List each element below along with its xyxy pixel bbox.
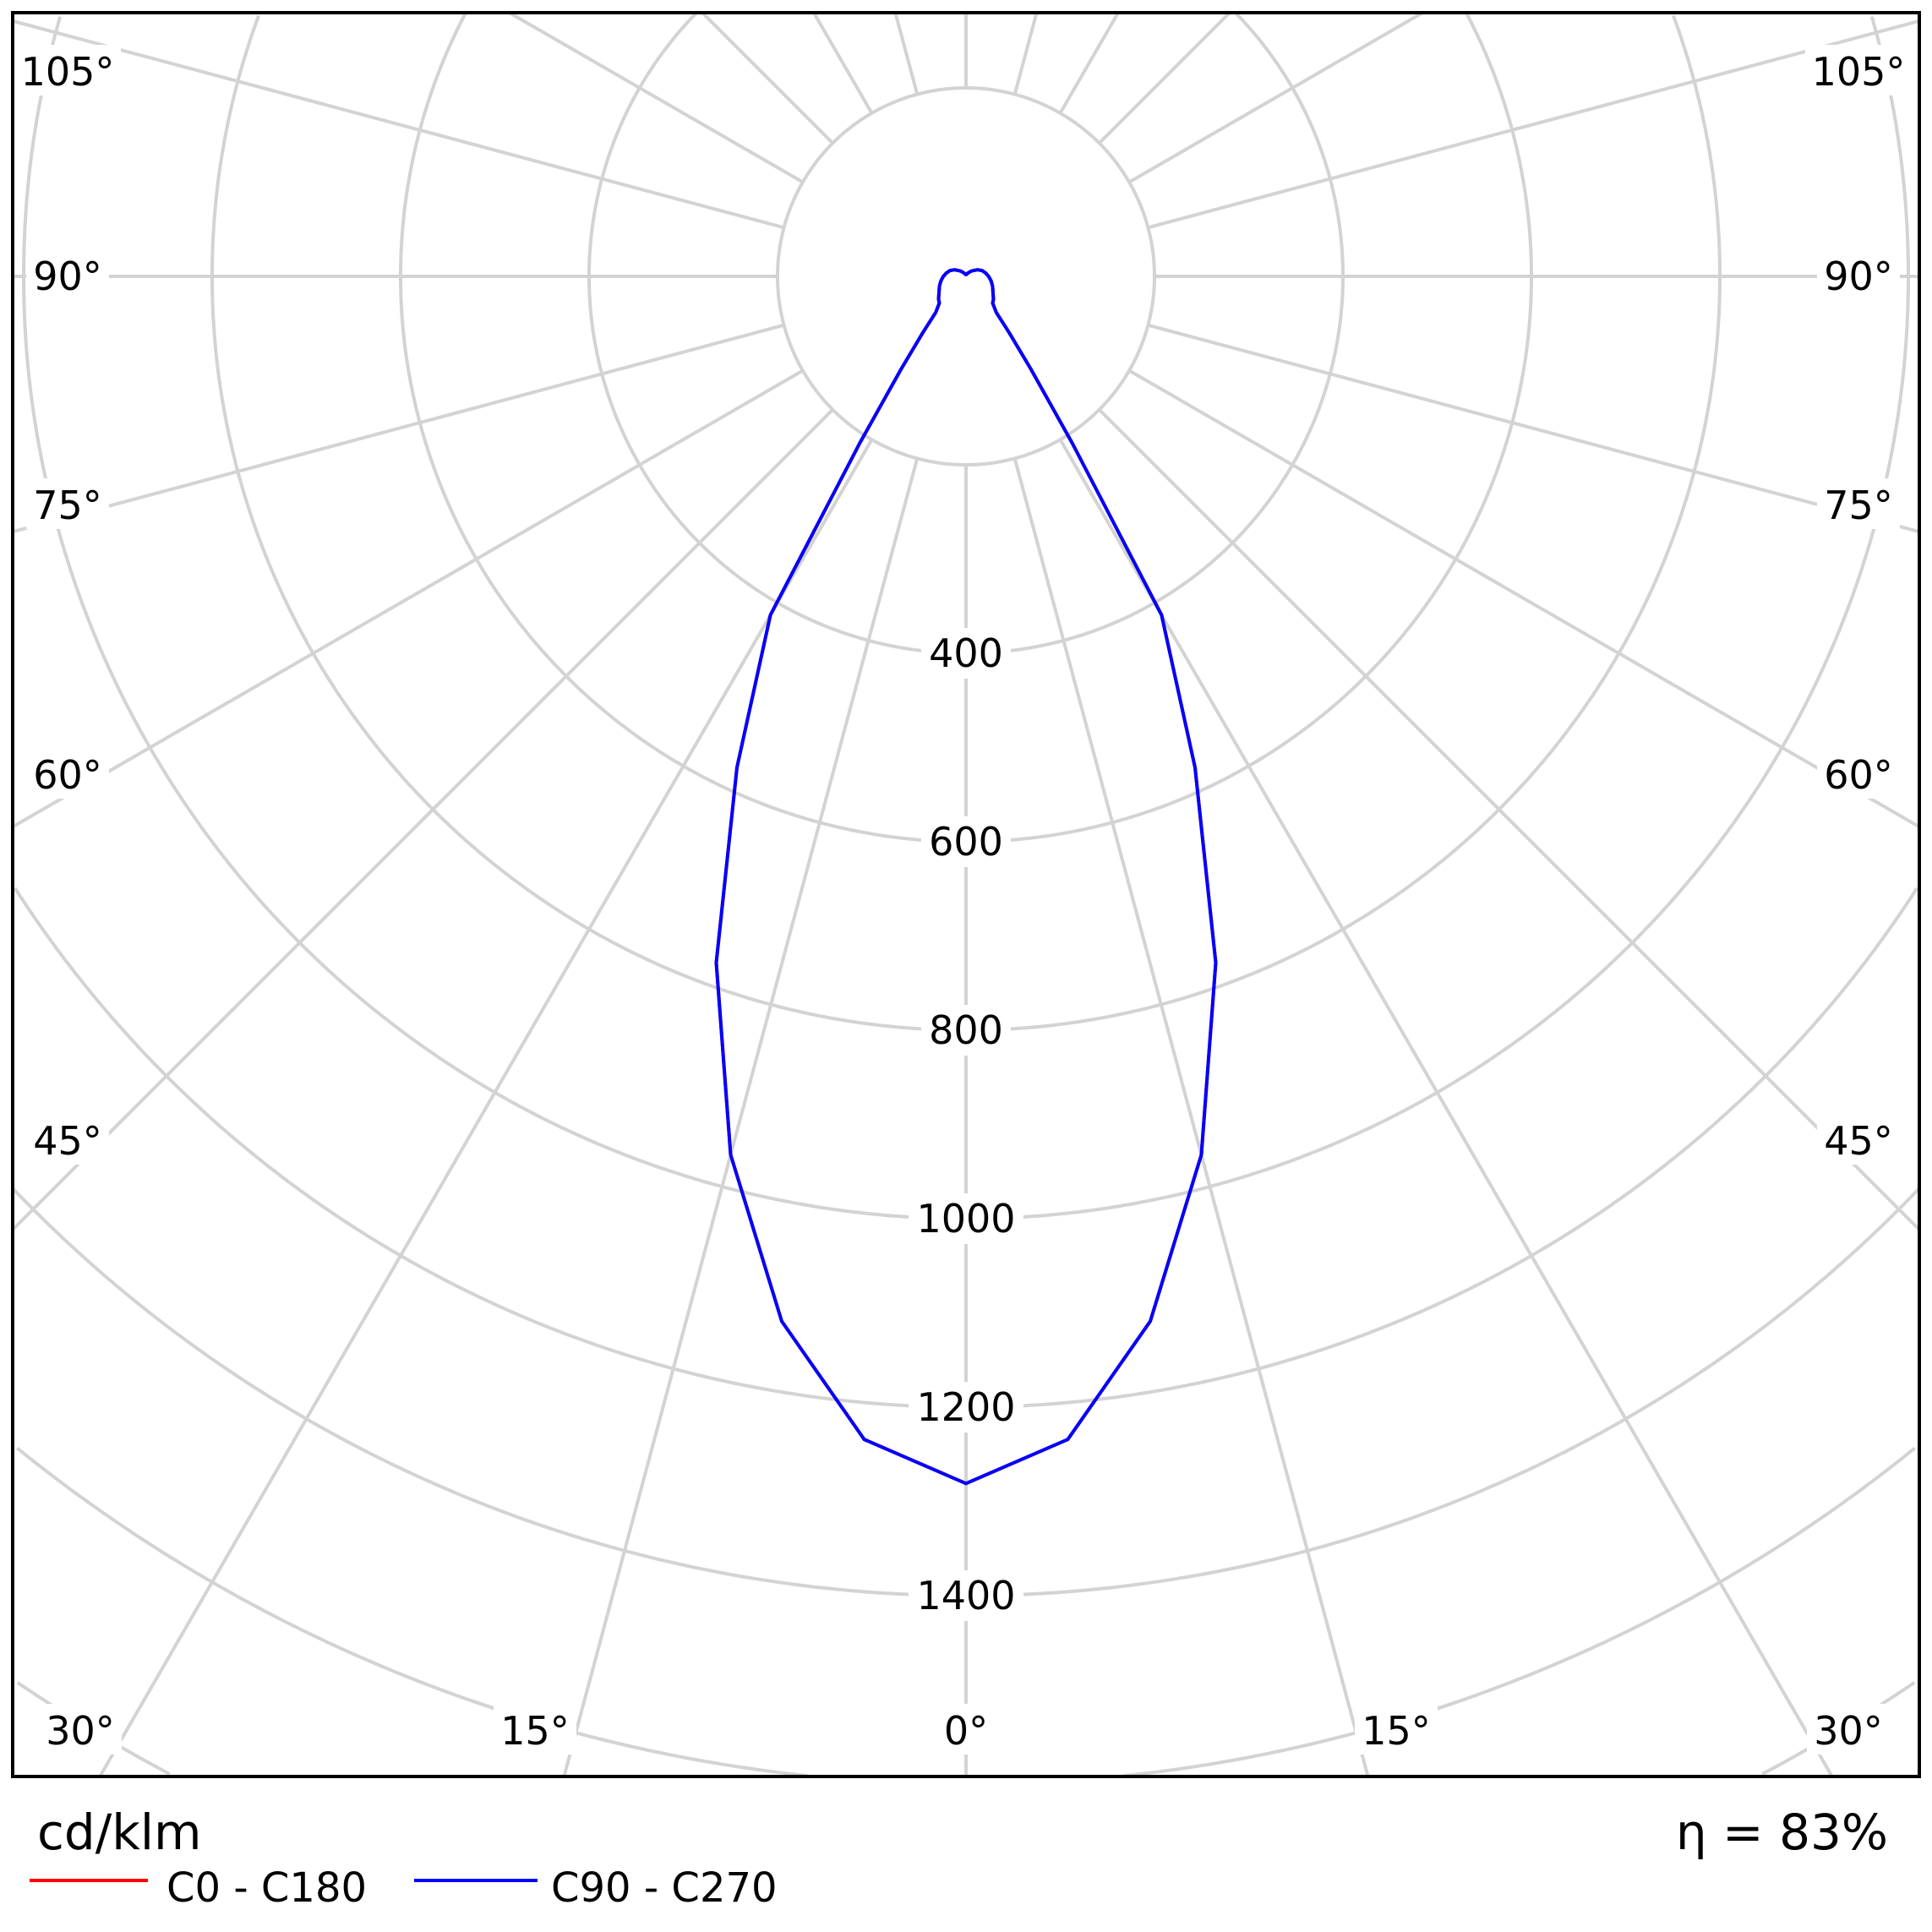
angle-label-bg <box>1817 1114 1900 1165</box>
polar-grid <box>11 11 1921 1778</box>
unit-label: cd/klm <box>37 1804 201 1861</box>
angle-label-bg <box>26 1114 109 1165</box>
grid-ring-800 <box>210 14 1722 1032</box>
tick-label-bg <box>909 1570 1023 1621</box>
grid-ring-1600 <box>16 1446 1916 1778</box>
angle-label-bg <box>494 1704 576 1755</box>
angle-label-left: 45° <box>33 1118 102 1164</box>
angle-label-left: 60° <box>33 752 102 798</box>
grid-ring-600 <box>399 12 1533 843</box>
grid-spoke <box>98 439 874 1777</box>
grid-spoke <box>1058 12 1120 114</box>
angle-label-right: 105° <box>1812 49 1906 95</box>
grid-spoke <box>11 408 834 1231</box>
grid-spoke <box>1058 439 1834 1777</box>
grid-spoke <box>11 368 804 829</box>
grid-spoke <box>1128 11 1424 184</box>
tick-label-bg <box>921 1005 1011 1056</box>
angle-label-bg <box>26 748 109 799</box>
grid-ring-1000 <box>22 16 1910 1220</box>
grid-spoke <box>1147 323 1920 534</box>
angle-label-bg <box>26 478 109 529</box>
angle-label-bottom: 0° <box>944 1708 988 1754</box>
angle-label-bg <box>1817 748 1900 799</box>
radial-tick-label: 1200 <box>916 1384 1015 1430</box>
grid-spoke <box>1012 457 1370 1777</box>
grid-spoke <box>1098 408 1921 1231</box>
angle-label-bg <box>1805 45 1912 96</box>
grid-spoke <box>12 19 785 230</box>
legend-label-c0: C0 - C180 <box>166 1864 367 1912</box>
grid-spoke <box>893 12 920 96</box>
angle-label-bg <box>39 1704 122 1755</box>
tick-label-bg <box>909 1382 1023 1433</box>
radial-tick-label: 1400 <box>916 1573 1015 1618</box>
tick-label-bg <box>921 816 1011 867</box>
angle-label-right: 45° <box>1824 1118 1893 1164</box>
grid-ring-1200 <box>14 887 1918 1409</box>
grid-spoke <box>1128 368 1921 829</box>
angle-label-right: 60° <box>1824 752 1893 798</box>
grid-ring-400 <box>587 12 1345 655</box>
angle-label-bg <box>936 1704 996 1755</box>
grid-labels: 400 600 800 1000 1200 1400 30° 15° 0° 15° 30° 105° 1… <box>14 45 1912 1755</box>
angle-label-bg <box>1817 478 1900 529</box>
tick-label-bg <box>909 1193 1023 1244</box>
angle-label-bg <box>1355 1704 1438 1755</box>
legend-label-c90: C90 - C270 <box>551 1864 778 1912</box>
radial-tick-label: 400 <box>929 630 1003 676</box>
radial-tick-label: 800 <box>929 1007 1003 1053</box>
grid-spoke <box>562 457 920 1777</box>
plot-frame <box>11 11 1921 1778</box>
grid-spoke <box>1147 19 1920 230</box>
radial-tick-label: 1000 <box>916 1196 1015 1242</box>
grid-spoke <box>701 11 834 145</box>
grid-spoke <box>12 323 785 534</box>
curves <box>714 268 1218 1486</box>
angle-label-bg <box>1807 1704 1890 1755</box>
efficiency-label: η = 83% <box>1676 1804 1888 1861</box>
curve-c90-c270 <box>714 268 1218 1486</box>
grid-spoke <box>508 11 804 184</box>
radial-tick-label: 600 <box>929 819 1003 865</box>
angle-label-bg <box>26 249 109 300</box>
angle-label-bottom: 15° <box>1362 1708 1431 1754</box>
angle-label-bg <box>14 45 121 96</box>
grid-spoke <box>1012 12 1039 96</box>
angle-label-bottom: 30° <box>46 1708 115 1754</box>
grid-ring-1400 <box>11 1187 1921 1597</box>
tick-label-bg <box>921 628 1011 679</box>
grid-spoke <box>812 12 874 114</box>
angle-label-bg <box>1817 249 1900 300</box>
angle-label-bottom: 30° <box>1814 1708 1883 1754</box>
angle-label-left: 105° <box>21 49 115 95</box>
grid-spoke <box>1098 11 1231 145</box>
angle-label-bottom: 15° <box>500 1708 570 1754</box>
angle-label-right: 75° <box>1824 483 1893 528</box>
angle-label-right: 90° <box>1824 254 1893 299</box>
angle-label-left: 90° <box>33 254 102 299</box>
angle-label-left: 75° <box>33 483 102 528</box>
